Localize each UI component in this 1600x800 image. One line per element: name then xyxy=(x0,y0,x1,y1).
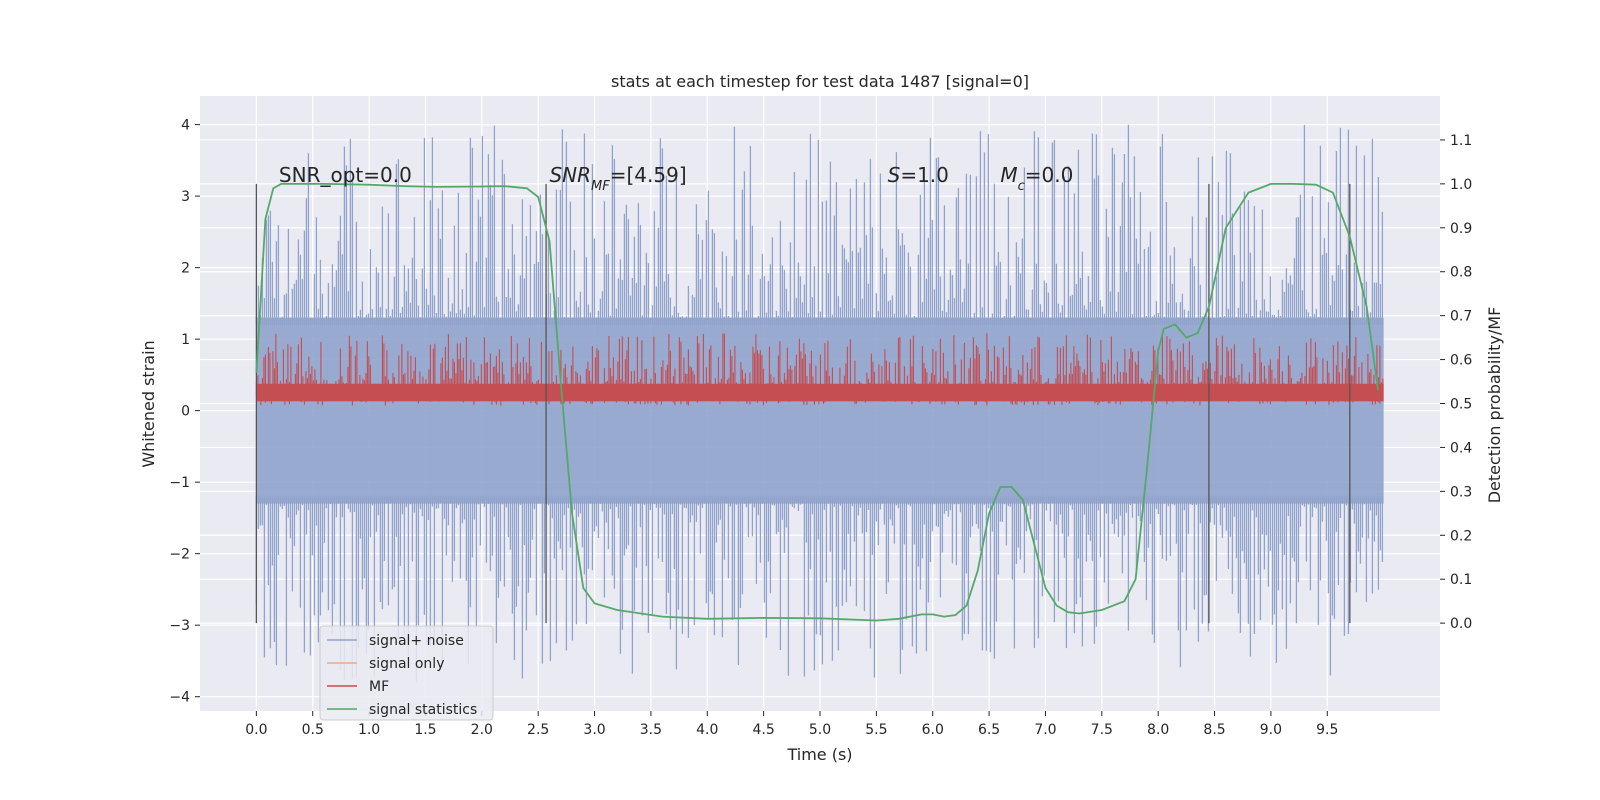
x-axis-label: Time (s) xyxy=(786,745,852,764)
legend-label-signal-only: signal only xyxy=(369,656,444,672)
y2-tick-label: 0.6 xyxy=(1450,353,1472,369)
x-tick-label: 2.0 xyxy=(471,722,493,738)
x-tick-label: 5.5 xyxy=(865,722,887,738)
y-tick-label: 4 xyxy=(181,118,190,134)
annotation-text: SNRMF=[4.59] xyxy=(549,163,686,194)
y-tick-label: −1 xyxy=(169,475,190,491)
y-tick-label: 2 xyxy=(181,261,190,277)
vertical-lines xyxy=(255,183,1351,624)
x-tick-label: 0.5 xyxy=(302,722,324,738)
legend-box xyxy=(319,625,494,721)
x-tick-label: 9.5 xyxy=(1316,722,1338,738)
x-tick-label: 8.0 xyxy=(1147,722,1169,738)
x-tick-label: 5.0 xyxy=(809,722,831,738)
x-tick-label: 1.0 xyxy=(358,722,380,738)
x-tick-label: 9.0 xyxy=(1260,722,1282,738)
x-tick-label: 6.5 xyxy=(978,722,1000,738)
series-mf xyxy=(255,333,1384,406)
x-tick-label: 6.0 xyxy=(922,722,944,738)
y2-tick-label: 0.9 xyxy=(1450,221,1472,237)
noise-band xyxy=(256,317,1384,504)
annotation-text: Mc=0.0 xyxy=(1000,163,1073,194)
series-signal-statistics xyxy=(255,182,1379,622)
y-axis-label: Whitened strain xyxy=(139,340,158,467)
x-tick-label: 4.0 xyxy=(696,722,718,738)
y-axis-left: −4 −3 −2 −1 0 1 2 3 4 xyxy=(169,118,200,706)
x-tick-label: 0.0 xyxy=(245,722,267,738)
annotations: SNR_opt=0.0 SNRMF=[4.59] S=1.0 Mc=0.0 xyxy=(279,163,1073,194)
y2-axis-label: Detection probability/MF xyxy=(1485,307,1504,504)
y2-tick-label: 0.4 xyxy=(1450,440,1472,456)
y2-tick-label: 1.1 xyxy=(1450,133,1472,149)
x-tick-label: 4.5 xyxy=(753,722,775,738)
x-tick-label: 3.0 xyxy=(583,722,605,738)
y-tick-label: 0 xyxy=(181,404,190,420)
y2-tick-label: 0.7 xyxy=(1450,309,1472,325)
y2-tick-label: 0.8 xyxy=(1450,265,1472,281)
y-tick-label: −3 xyxy=(169,618,190,634)
y2-tick-label: 0.1 xyxy=(1450,572,1472,588)
x-tick-label: 1.5 xyxy=(414,722,436,738)
y-tick-label: 1 xyxy=(181,332,190,348)
y2-tick-label: 1.0 xyxy=(1450,177,1472,193)
y-tick-label: 3 xyxy=(181,189,190,205)
x-axis: 0.0 0.5 1.0 1.5 2.0 2.5 3.0 3.5 4.0 4.5 5.0 5.5 6.0 6… xyxy=(245,711,1338,738)
y-axis-right: 0.0 0.1 0.2 0.3 0.4 0.5 0.6 0.7 0.8 0.9 1.0 1.1 xyxy=(1440,133,1472,632)
legend: signal+ noise signal only MF signal stat… xyxy=(319,625,494,721)
x-tick-label: 2.5 xyxy=(527,722,549,738)
x-tick-label: 7.0 xyxy=(1034,722,1056,738)
legend-label-stats: signal statistics xyxy=(369,702,477,718)
y-tick-label: −4 xyxy=(169,690,190,706)
y2-tick-label: 0.5 xyxy=(1450,397,1472,413)
legend-label-noise: signal+ noise xyxy=(369,633,464,649)
y2-tick-label: 0.3 xyxy=(1450,484,1472,500)
x-tick-label: 8.5 xyxy=(1203,722,1225,738)
legend-label-mf: MF xyxy=(369,679,389,695)
y2-tick-label: 0.0 xyxy=(1450,616,1472,632)
chart-title: stats at each timestep for test data 148… xyxy=(611,72,1029,91)
signal-statistics-line xyxy=(255,182,1379,622)
y2-tick-label: 0.2 xyxy=(1450,528,1472,544)
annotation-text: S=1.0 xyxy=(888,163,949,187)
x-tick-label: 3.5 xyxy=(640,722,662,738)
x-tick-label: 7.5 xyxy=(1091,722,1113,738)
annotation-text: SNR_opt=0.0 xyxy=(279,163,412,187)
y-tick-label: −2 xyxy=(169,547,190,563)
series-signal-noise xyxy=(255,124,1384,682)
